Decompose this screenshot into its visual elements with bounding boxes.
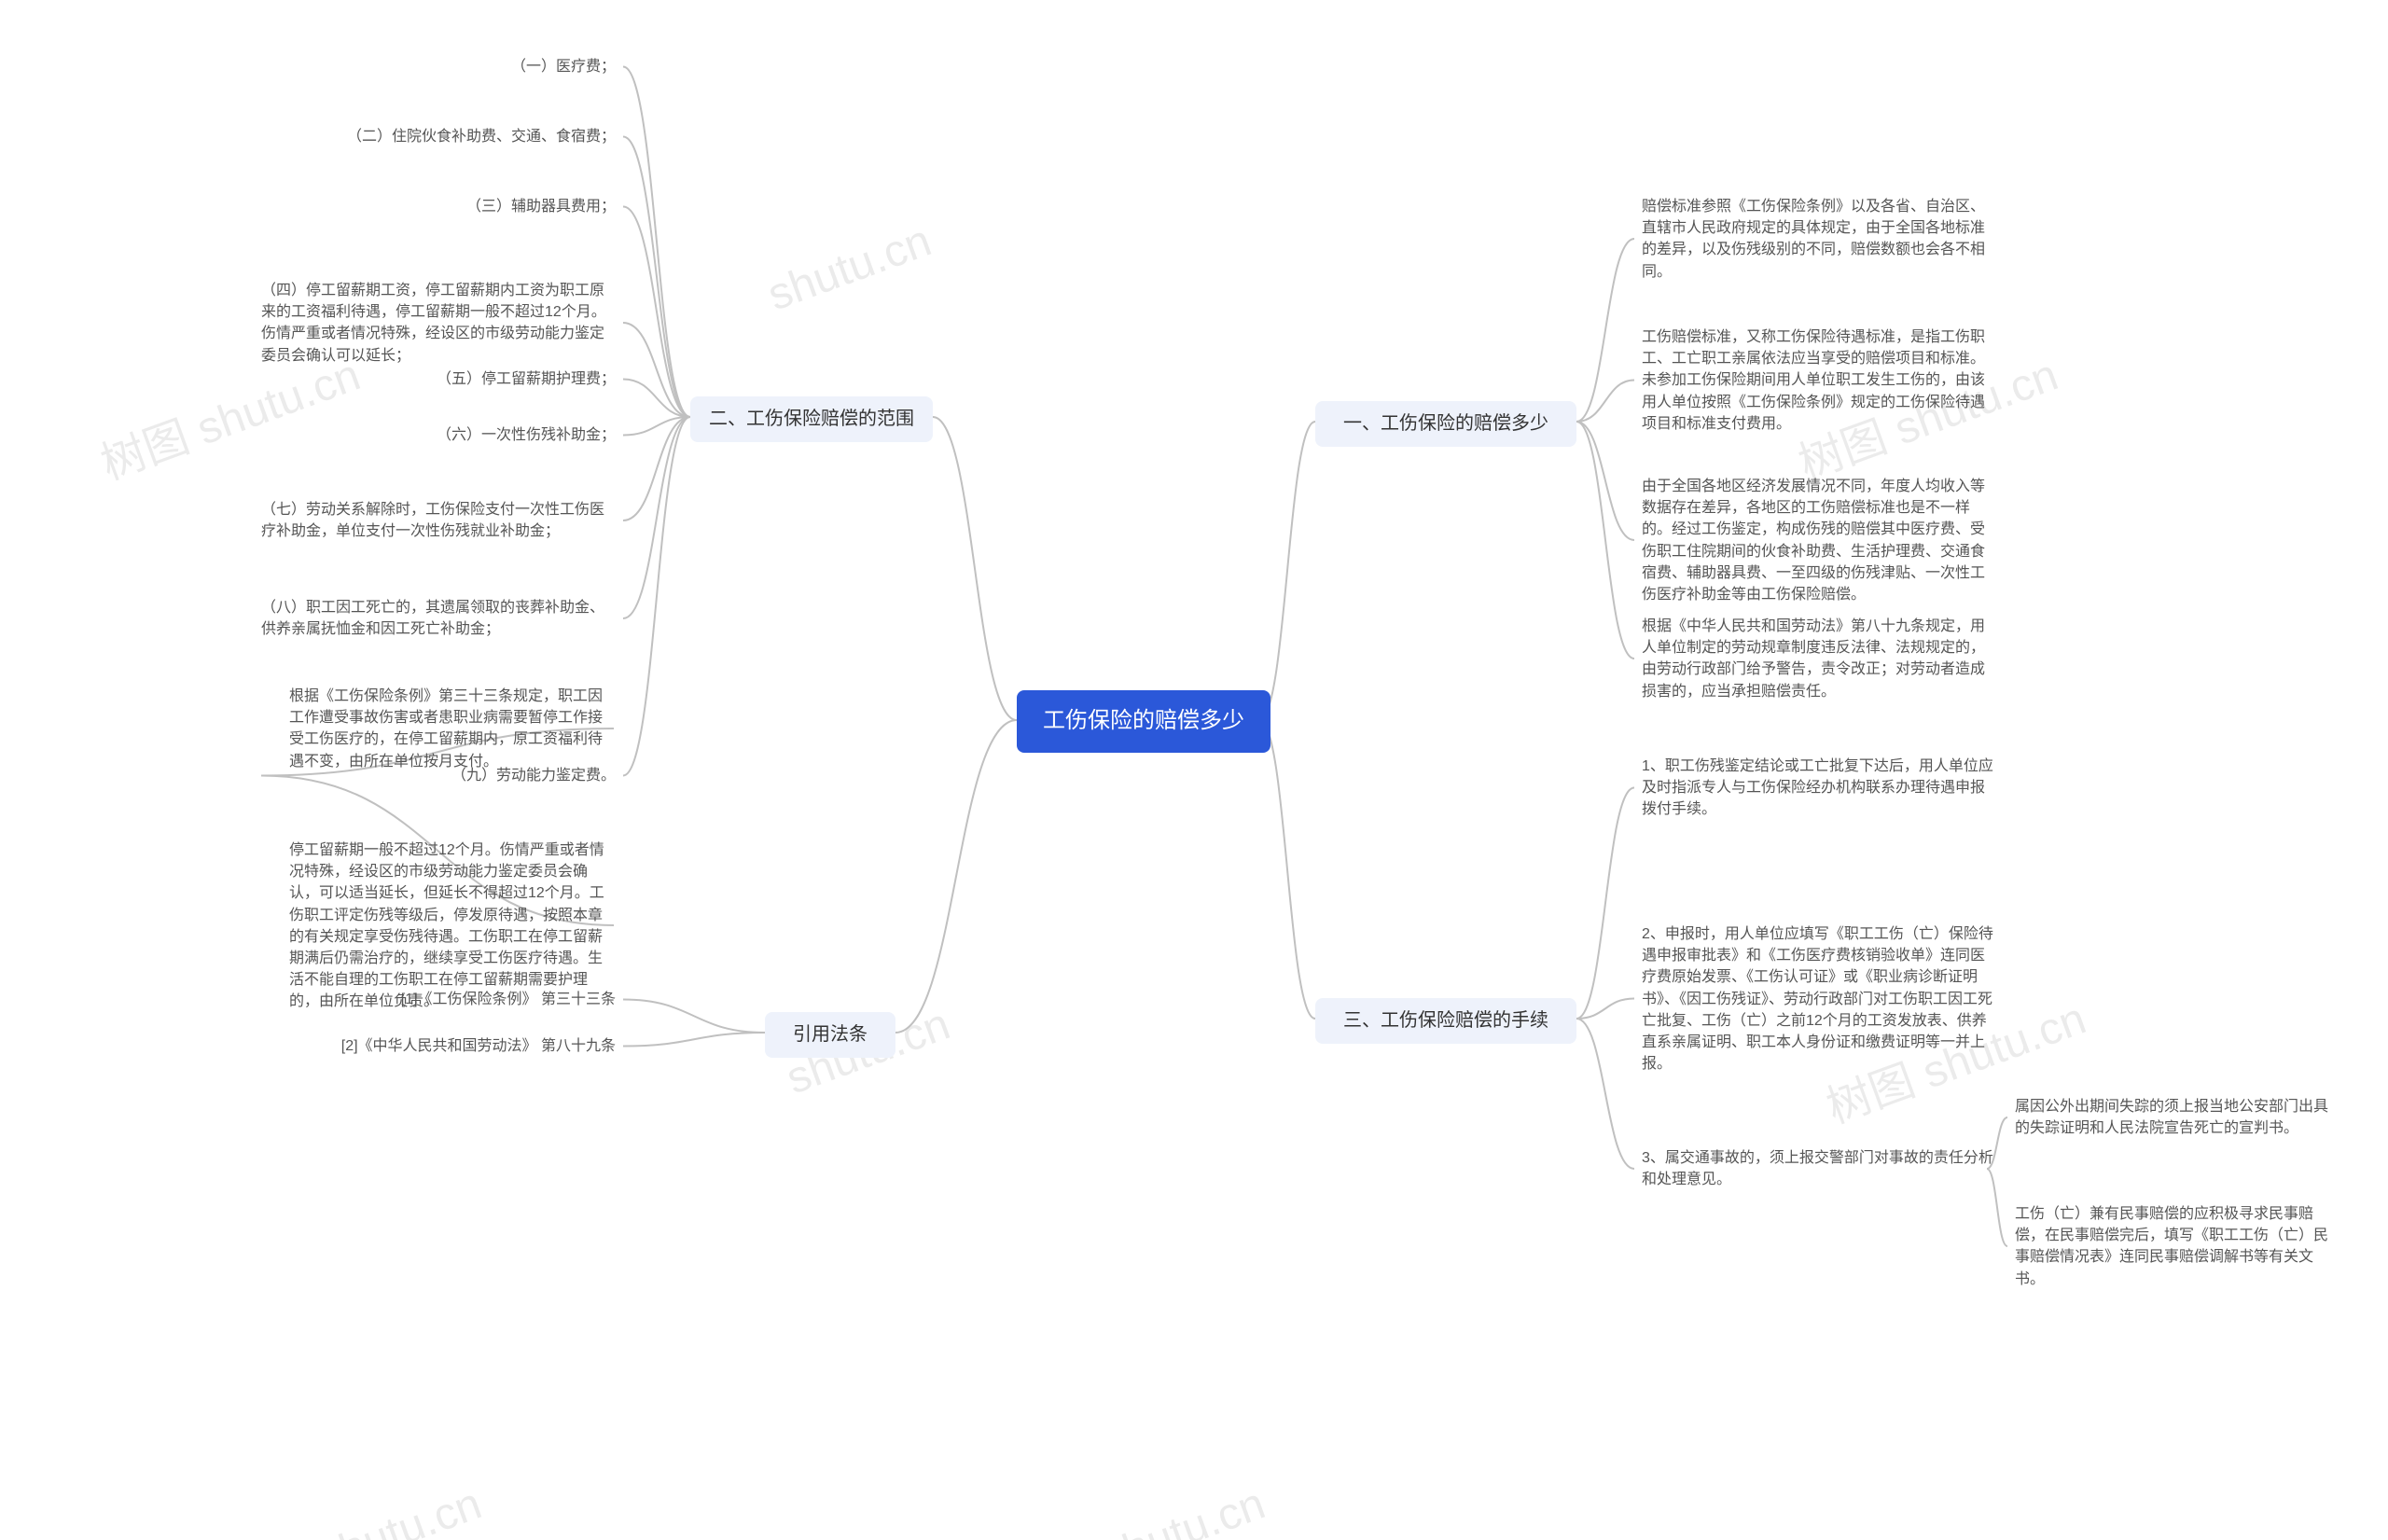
leaf-node: 工伤（亡）兼有民事赔偿的应积极寻求民事赔偿，在民事赔偿完后，填写《职工工伤（亡）… [2015, 1203, 2332, 1290]
leaf-node: （二）住院伙食补助费、交通、食宿费； [347, 126, 616, 147]
leaf-node: （八）职工因工死亡的，其遗属领取的丧葬补助金、供养亲属抚恤金和因工死亡补助金； [261, 597, 616, 640]
leaf-node: [1]《工伤保险条例》 第三十三条 [401, 989, 616, 1010]
branch-node: 三、工伤保险赔偿的手续 [1315, 998, 1576, 1044]
leaf-node: 根据《中华人民共和国劳动法》第八十九条规定，用人单位制定的劳动规章制度违反法律、… [1642, 616, 1996, 702]
leaf-node: 1、职工伤残鉴定结论或工亡批复下达后，用人单位应及时指派专人与工伤保险经办机构联… [1642, 756, 1996, 821]
leaf-node: 赔偿标准参照《工伤保险条例》以及各省、自治区、直辖市人民政府规定的具体规定，由于… [1642, 196, 1996, 283]
leaf-node: （四）停工留薪期工资，停工留薪期内工资为职工原来的工资福利待遇，停工留薪期一般不… [261, 280, 616, 367]
leaf-node: 根据《工伤保险条例》第三十三条规定，职工因工作遭受事故伤害或者患职业病需要暂停工… [289, 686, 606, 772]
branch-node: 一、工伤保险的赔偿多少 [1315, 401, 1576, 447]
branch-node: 引用法条 [765, 1012, 896, 1058]
leaf-node: 工伤赔偿标准，又称工伤保险待遇标准，是指工伤职工、工亡职工亲属依法应当享受的赔偿… [1642, 326, 1996, 435]
leaf-node: （五）停工留薪期护理费； [437, 368, 616, 390]
watermark: 树图 shutu.cn [212, 1466, 489, 1540]
leaf-node: （六）一次性伤残补助金； [437, 424, 616, 446]
leaf-node: [2]《中华人民共和国劳动法》 第八十九条 [341, 1035, 616, 1057]
leaf-node: 属因公外出期间失踪的须上报当地公安部门出具的失踪证明和人民法院宣告死亡的宣判书。 [2015, 1096, 2332, 1139]
root-node: 工伤保险的赔偿多少 [1017, 690, 1270, 753]
watermark: shutu.cn [761, 215, 937, 322]
leaf-node: 停工留薪期一般不超过12个月。伤情严重或者情况特殊，经设区的市级劳动能力鉴定委员… [289, 839, 606, 1013]
leaf-node: （一）医疗费； [511, 56, 616, 77]
watermark: 树图 shutu.cn [995, 1466, 1272, 1540]
leaf-node: 2、申报时，用人单位应填写《职工工伤（亡）保险待遇申报审批表》和《工伤医疗费核销… [1642, 923, 1996, 1075]
leaf-node: 由于全国各地区经济发展情况不同，年度人均收入等数据存在差异，各地区的工伤赔偿标准… [1642, 476, 1996, 605]
branch-node: 二、工伤保险赔偿的范围 [690, 396, 933, 442]
leaf-node: 3、属交通事故的，须上报交警部门对事故的责任分析和处理意见。 [1642, 1147, 1996, 1190]
leaf-node: （三）辅助器具费用； [466, 196, 616, 217]
root-label: 工伤保险的赔偿多少 [1043, 705, 1244, 738]
leaf-node: （七）劳动关系解除时，工伤保险支付一次性工伤医疗补助金，单位支付一次性伤残就业补… [261, 499, 616, 542]
